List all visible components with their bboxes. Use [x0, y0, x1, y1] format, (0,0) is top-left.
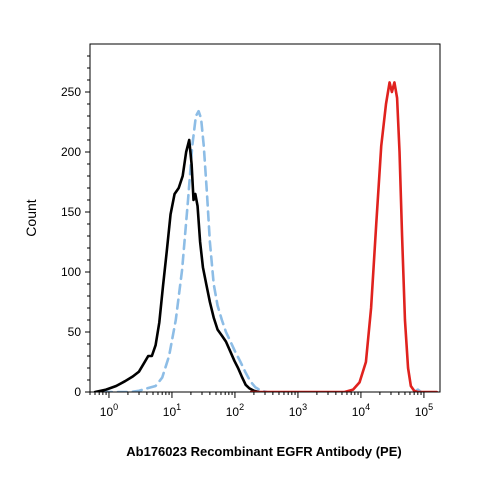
y-tick-label: 50 [68, 325, 82, 339]
y-tick-label: 0 [74, 385, 81, 399]
x-tick-label: 101 [163, 402, 181, 419]
y-tick-label: 200 [61, 145, 81, 159]
x-tick-label: 102 [226, 402, 244, 419]
series-layer [93, 81, 439, 392]
x-tick-label: 104 [352, 402, 370, 419]
y-tick-label: 250 [61, 85, 81, 99]
x-axis-title: Ab176023 Recombinant EGFR Antibody (PE) [126, 444, 401, 459]
x-tick-label: 103 [289, 402, 307, 419]
x-tick-label: 105 [415, 402, 433, 419]
y-axis-title: Count [23, 199, 39, 236]
y-tick-label: 100 [61, 265, 81, 279]
histogram-series-1 [101, 109, 269, 392]
axis-ticks: 0 50 100 150 200 250 100 101 102 103 104 105 [61, 55, 433, 419]
y-tick-label: 150 [61, 205, 81, 219]
x-tick-label: 100 [100, 402, 118, 419]
histogram-series-3 [93, 138, 261, 392]
histogram-series-4 [249, 81, 439, 392]
